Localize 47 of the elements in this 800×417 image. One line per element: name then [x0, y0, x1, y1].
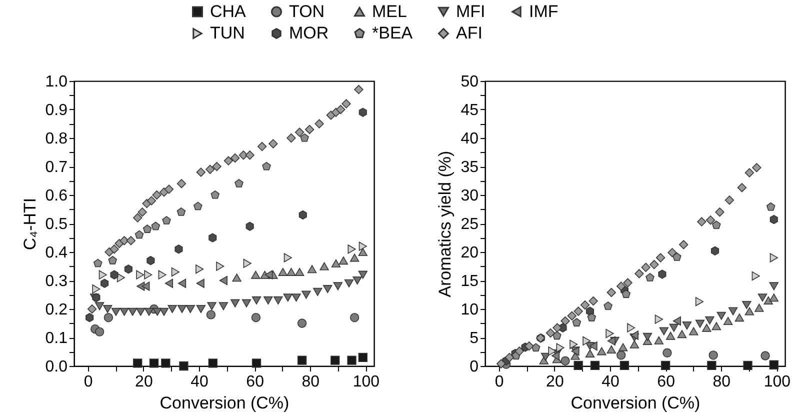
legend-label: MFI: [456, 2, 486, 21]
x-tick-label: 20: [135, 374, 153, 390]
y-tick-label: 0.0: [45, 358, 68, 376]
y-tick-label: 0.1: [45, 330, 68, 347]
x-tick-label: 0: [84, 374, 93, 390]
y-tick-label: 0: [470, 358, 479, 376]
x-axis-title: Conversion (C%): [160, 394, 290, 412]
x-tick-label: 100: [764, 374, 791, 390]
y-tick-label: 20: [460, 244, 479, 262]
x-tick-label: 60: [246, 374, 264, 390]
y-tick-label: 5: [470, 330, 479, 347]
legend-label: AFI: [456, 24, 482, 42]
y-tick-label: 0.7: [45, 159, 68, 176]
y-tick-label: 45: [460, 102, 479, 119]
legend-label: CHA: [210, 2, 247, 21]
y-tick-label: 50: [460, 74, 479, 90]
legend-label: IMF: [529, 2, 558, 21]
legend-label: TUN: [210, 24, 245, 42]
y-tick-label: 0.2: [45, 302, 68, 318]
y-tick-label: 0.4: [45, 244, 68, 262]
x-tick-label: 60: [657, 374, 676, 390]
x-tick-label: 100: [352, 374, 380, 390]
y-tick-label: 10: [460, 302, 479, 318]
y-tick-label: 0.6: [45, 188, 68, 204]
y-tick-label: 0.8: [45, 130, 68, 148]
x-tick-label: 80: [302, 374, 320, 390]
x-tick-label: 40: [190, 374, 208, 390]
x-tick-label: 20: [546, 374, 564, 390]
legend-label: MEL: [372, 2, 407, 21]
y-tick-label: 25: [460, 216, 479, 233]
y-tick-label: 40: [460, 130, 479, 148]
x-tick-label: 40: [602, 374, 620, 390]
x-tick-label: 80: [712, 374, 731, 390]
x-tick-label: 0: [494, 374, 504, 390]
y-tick-label: 1.0: [45, 74, 68, 90]
legend-label: *BEA: [372, 24, 414, 42]
y-tick-label: 0.5: [45, 216, 68, 233]
y-axis-title: C₄-HTI: [20, 198, 40, 250]
y-tick-label: 15: [460, 273, 479, 290]
y-axis-title: Aromatics yield (%): [436, 150, 455, 298]
y-tick-label: 0.3: [45, 273, 68, 290]
legend-label: TON: [289, 2, 325, 21]
y-tick-label: 35: [460, 159, 479, 176]
y-tick-label: 30: [460, 188, 479, 204]
x-axis-title: Conversion (C%): [570, 394, 700, 412]
y-tick-label: 0.9: [45, 102, 68, 119]
legend-label: MOR: [289, 24, 329, 42]
